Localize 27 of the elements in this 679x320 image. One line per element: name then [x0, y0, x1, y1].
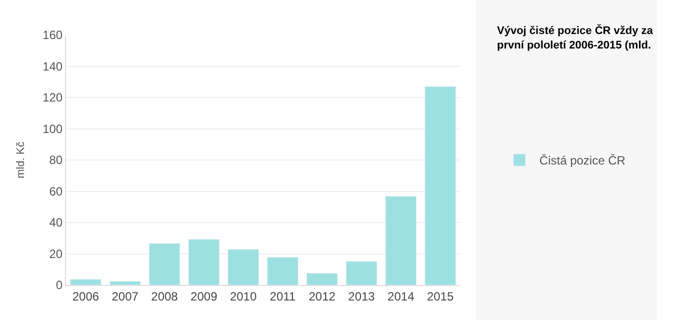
x-tick-label: 2013 — [348, 289, 376, 304]
y-tick-label: 160 — [42, 28, 63, 42]
bar — [109, 281, 141, 285]
y-tick-label: 20 — [49, 246, 63, 261]
legend-label: Čistá pozice ČR — [539, 154, 626, 168]
y-tick-label: 0 — [56, 278, 63, 292]
y-axis-title: mld. Kč — [15, 141, 28, 178]
x-tick-label: 2011 — [270, 289, 296, 304]
y-tick-label: 120 — [42, 90, 63, 105]
x-tick-label: 2009 — [190, 289, 218, 304]
x-tick-label: 2014 — [388, 289, 415, 304]
text: Vývoj čisté pozice ČR vždy za první pololetí 2006-2015 (mld. — [497, 24, 654, 52]
bar — [346, 261, 378, 285]
y-tick-label: 100 — [42, 122, 63, 136]
x-tick-label: 2015 — [426, 289, 454, 304]
y-tick-label: 80 — [49, 153, 63, 168]
y-tick-label: 40 — [49, 216, 63, 230]
bar — [306, 273, 338, 285]
x-tick-label: 2012 — [308, 289, 336, 304]
y-tick-label: 60 — [49, 184, 63, 198]
x-tick-label: 2007 — [112, 289, 139, 304]
x-tick-label: 2008 — [151, 289, 178, 304]
bar — [267, 257, 298, 285]
y-tick-label: 140 — [42, 59, 63, 74]
x-tick-label: 2010 — [230, 289, 257, 304]
bar — [70, 279, 102, 285]
x-tick-label: 2006 — [72, 289, 100, 304]
